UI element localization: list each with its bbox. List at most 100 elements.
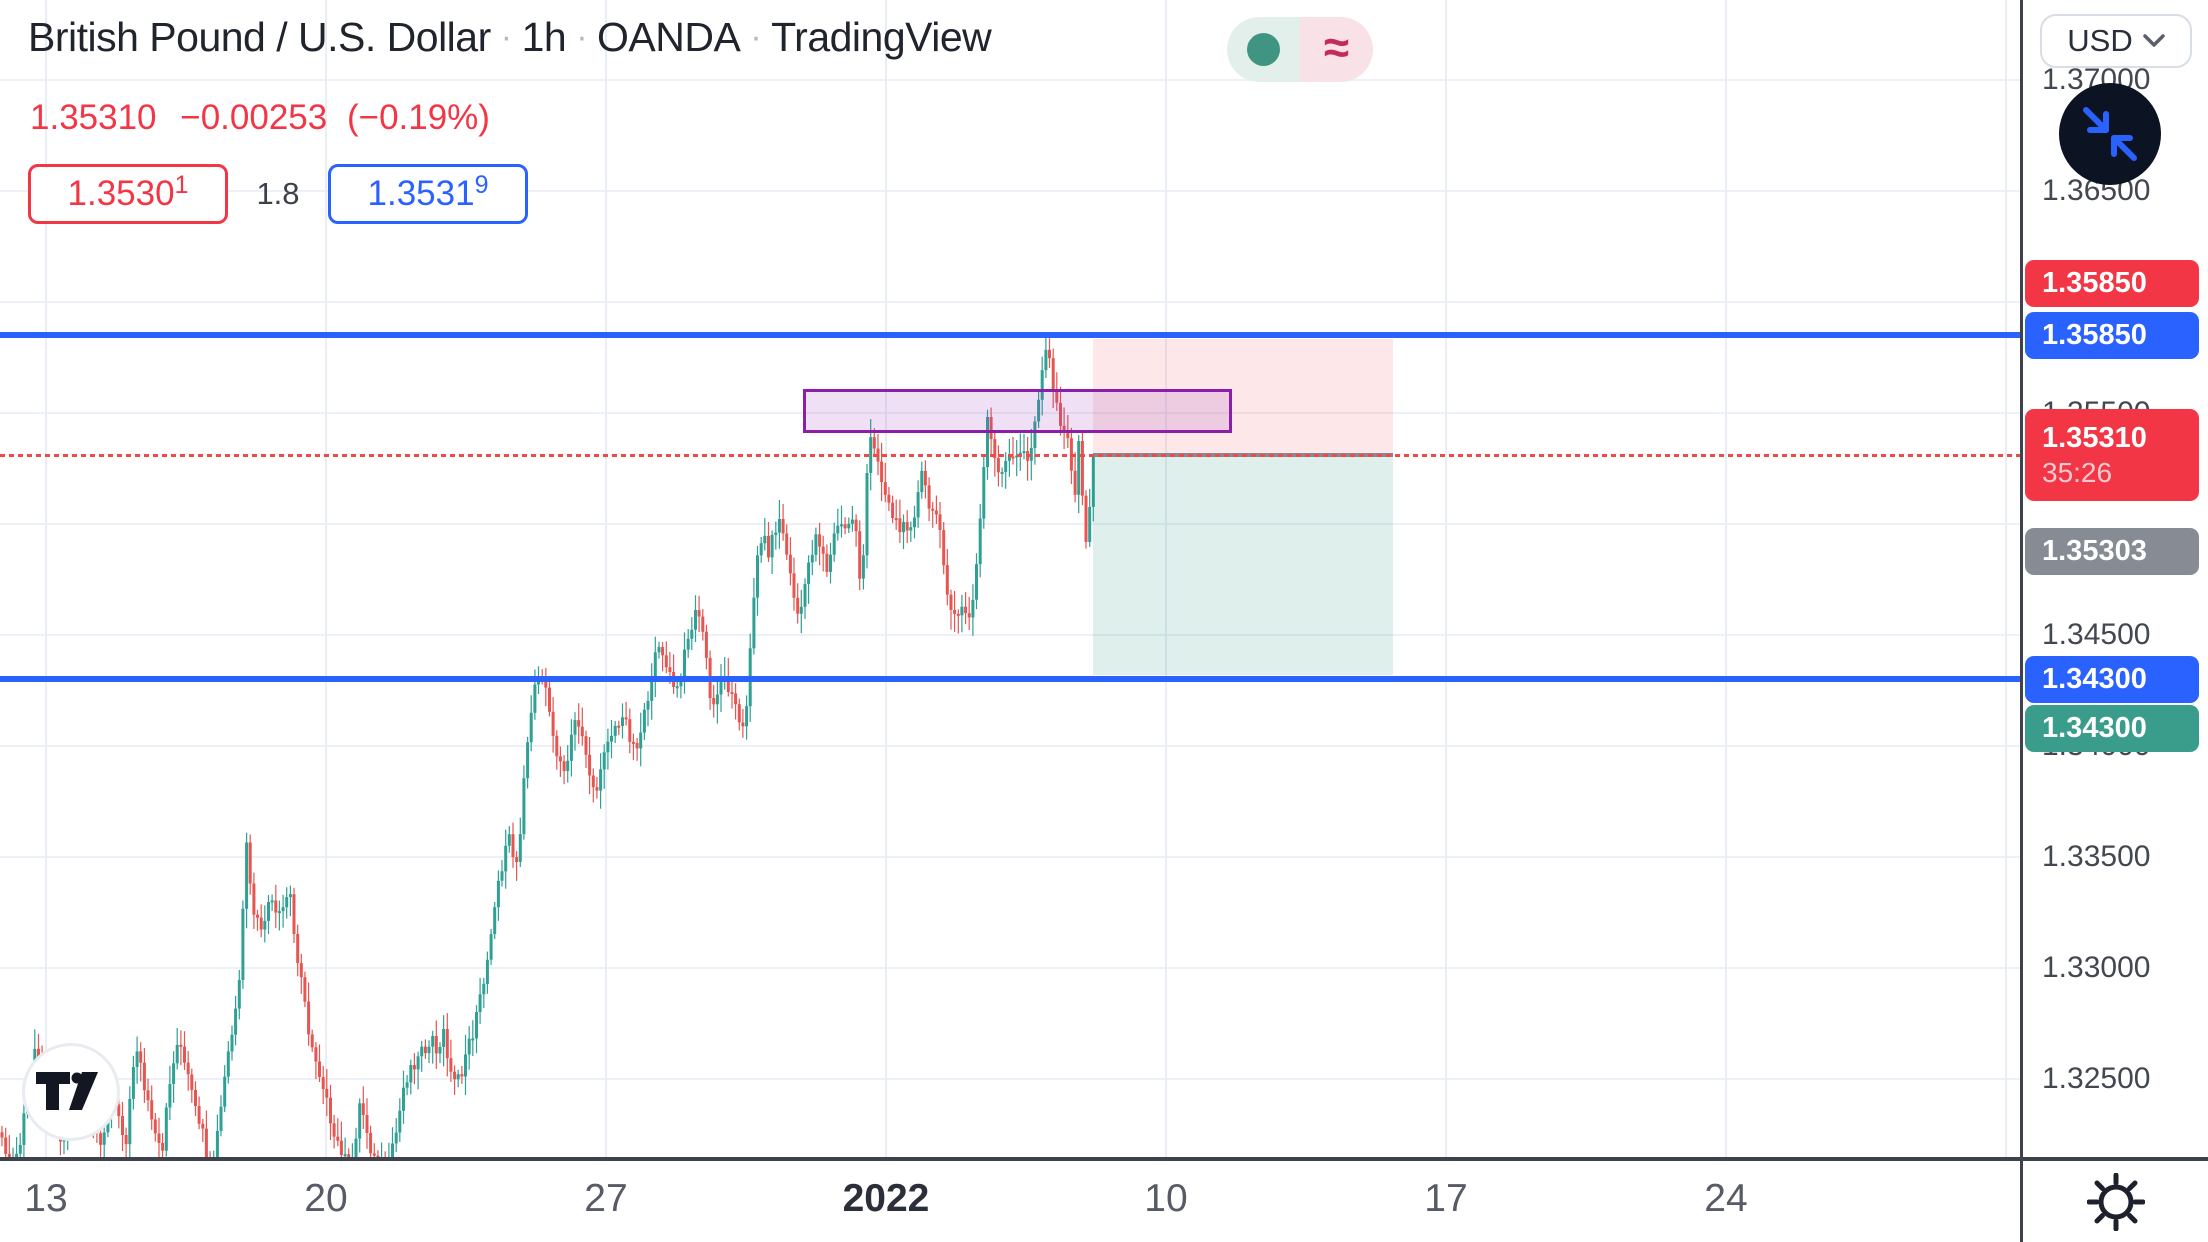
candle-up — [569, 734, 573, 761]
candle-up — [1033, 421, 1037, 448]
candle-wick — [381, 1142, 383, 1158]
candle-down — [1062, 425, 1066, 432]
candle-wick — [256, 909, 259, 931]
candle-down — [186, 1062, 190, 1075]
candle-up — [223, 1076, 227, 1107]
candle-up — [420, 1046, 424, 1057]
candle-down — [423, 1046, 427, 1054]
candle-up — [1004, 460, 1008, 472]
candle-up — [128, 1098, 132, 1145]
candle-up — [840, 524, 843, 527]
last-price-badge: 1.35310 35:26 — [2025, 409, 2199, 501]
time-axis-separator — [0, 1157, 2208, 1161]
candle-up — [471, 1038, 475, 1041]
sell-button[interactable]: 1.3530 1 — [28, 164, 228, 224]
candle-up — [288, 894, 292, 898]
chevron-down-icon — [2142, 34, 2165, 47]
candle-down — [938, 514, 942, 530]
candle-up — [102, 1132, 106, 1145]
buy-button[interactable]: 1.3531 9 — [328, 164, 528, 224]
currency-selector-button[interactable]: USD — [2040, 14, 2192, 68]
axis-settings-corner[interactable] — [2023, 1161, 2208, 1242]
market-status-pill[interactable]: ≈ — [1227, 17, 1373, 82]
collapse-button[interactable] — [2059, 83, 2161, 185]
candle-up — [391, 1143, 394, 1158]
candle-wick — [676, 679, 678, 698]
candle-up — [230, 1034, 234, 1052]
candle-down — [372, 1153, 376, 1156]
candle-wick — [417, 1051, 419, 1090]
candle-up — [777, 519, 781, 533]
candle-up — [493, 907, 497, 935]
badge-price: 1.34300 — [2042, 662, 2147, 695]
h-gridline — [0, 1078, 2020, 1080]
candle-down — [194, 1090, 197, 1107]
candle-down — [956, 613, 960, 616]
candle-wick — [209, 1151, 211, 1158]
candle-up — [285, 897, 289, 908]
candle-down — [953, 610, 957, 614]
time-tick-label: 27 — [584, 1177, 628, 1220]
candle-down — [887, 494, 891, 503]
candle-down — [252, 883, 256, 915]
v-gridline — [1445, 0, 1447, 1158]
badge-price: 1.35303 — [2042, 534, 2147, 567]
candle-up — [752, 597, 756, 649]
candle-up — [657, 647, 661, 653]
time-axis[interactable]: 13 20 27 2022 10 17 24 — [0, 1161, 2020, 1242]
candle-down — [734, 693, 738, 705]
candle-down — [697, 610, 701, 617]
price-tick-label: 1.32500 — [2042, 1062, 2151, 1095]
candle-up — [679, 678, 683, 687]
candle-up — [606, 741, 610, 753]
v-gridline — [45, 0, 47, 1158]
target-label-badge: 1.34300 — [2025, 704, 2199, 752]
title-separator: · — [576, 18, 588, 56]
last-price-value: 1.35310 — [30, 98, 157, 137]
candle-up — [482, 983, 486, 995]
delayed-data-icon: ≈ — [1323, 20, 1350, 73]
time-tick-label: 20 — [304, 1177, 348, 1220]
candle-up — [865, 473, 869, 556]
support-line[interactable] — [0, 676, 2020, 683]
sell-price-main: 1.3530 — [67, 174, 175, 213]
candle-up — [241, 908, 245, 980]
h-gridline — [0, 745, 2020, 747]
resistance-line[interactable] — [0, 332, 2020, 339]
settings-gear-icon — [2086, 1172, 2145, 1231]
tradingview-logo[interactable] — [22, 1043, 120, 1141]
candle-down — [891, 502, 895, 518]
candle-up — [986, 417, 989, 468]
short-position-risk-zone[interactable] — [1093, 339, 1393, 456]
short-position-reward-zone[interactable] — [1093, 457, 1393, 676]
candle-up — [522, 778, 526, 835]
candle-down — [558, 756, 562, 762]
candle-up — [642, 709, 646, 733]
v-gridline — [2005, 0, 2007, 1158]
candle-up — [394, 1132, 398, 1144]
candle-up — [478, 994, 482, 1012]
candle-down — [4, 1137, 8, 1154]
candle-up — [358, 1103, 362, 1139]
candle-up — [971, 599, 975, 618]
candle-up — [135, 1051, 139, 1067]
candle-up — [799, 606, 803, 614]
candle-down — [325, 1089, 329, 1098]
candle-down — [584, 736, 588, 755]
candle-down — [142, 1062, 146, 1091]
v-gridline — [1725, 0, 1727, 1158]
candle-wick — [8, 1135, 10, 1158]
price-axis[interactable]: 1.370001.365001.355001.345001.340001.335… — [2023, 0, 2208, 1158]
candle-down — [318, 1061, 321, 1077]
candle-wick — [851, 506, 853, 532]
supply-zone-rectangle[interactable] — [803, 388, 1232, 433]
candle-wick — [731, 680, 733, 709]
candle-wick — [454, 1065, 456, 1095]
candle-wick — [1012, 437, 1014, 465]
candle-down — [204, 1128, 208, 1158]
symbol-title[interactable]: British Pound / U.S. Dollar · 1h · OANDA · Tra… — [28, 14, 992, 61]
candle-up — [902, 522, 905, 533]
candle-down — [993, 439, 997, 459]
candle-wick — [1001, 467, 1003, 488]
candle-down — [818, 534, 822, 547]
